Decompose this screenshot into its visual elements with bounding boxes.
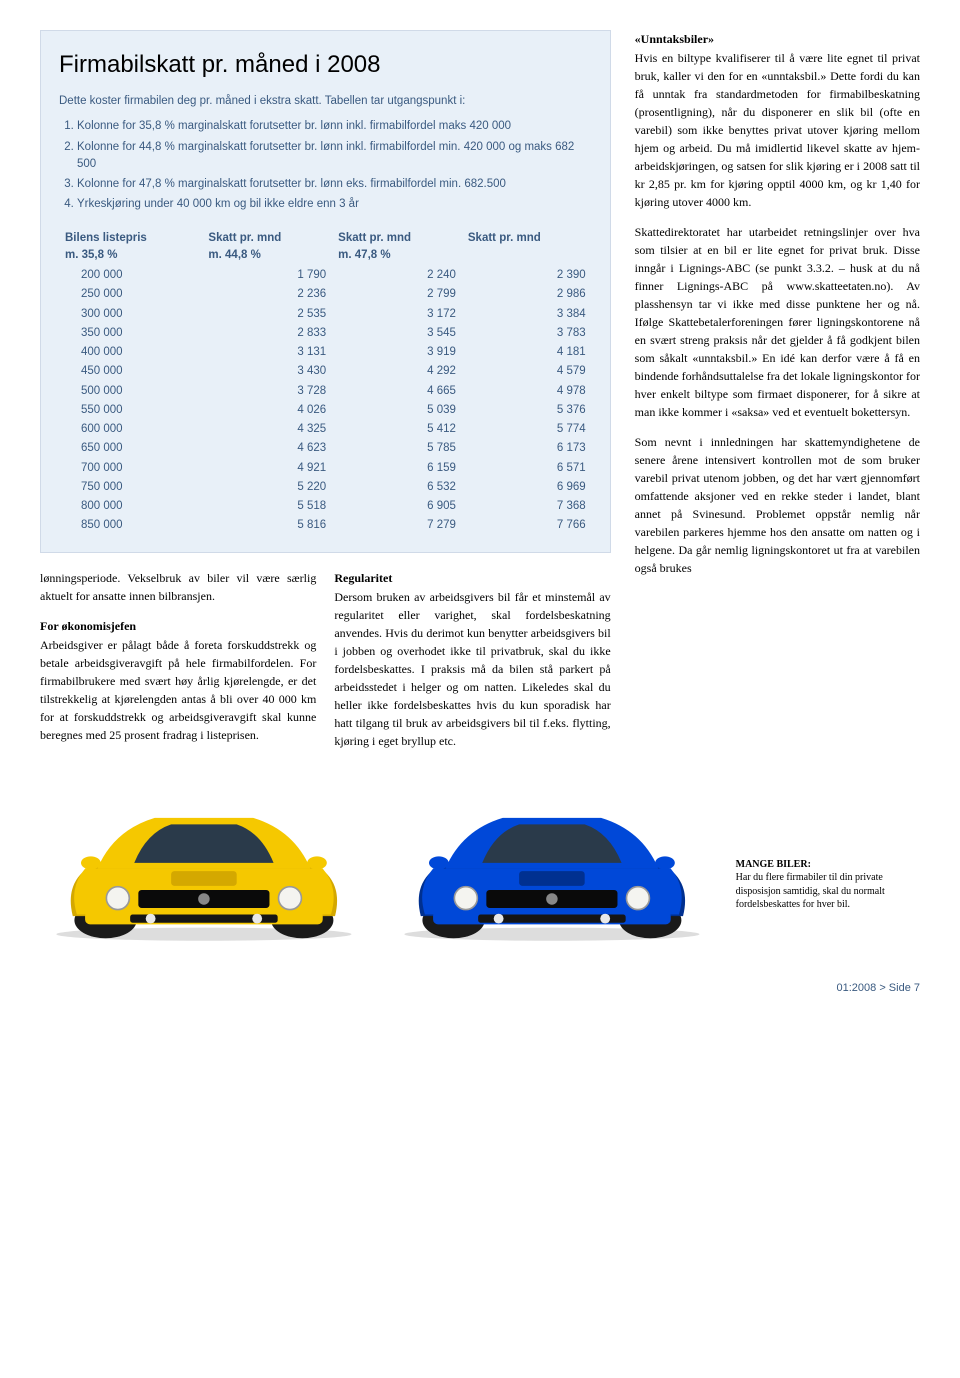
th-listepris: Bilens listeprism. 35,8 % [59,228,202,267]
infobox-title: Firmabilskatt pr. måned i 2008 [59,47,592,83]
table-row: 250 0002 2362 7992 986 [59,285,592,304]
table-row: 400 0003 1313 9194 181 [59,343,592,362]
rule-item: Kolonne for 47,8 % marginalskatt forutse… [77,176,592,193]
caption-title: MANGE BILER: [736,858,920,872]
table-row: 450 0003 4304 2924 579 [59,362,592,381]
table-row: 750 0005 2206 5326 969 [59,478,592,497]
body-p: Dersom bruken av arbeidsgivers bil får e… [334,588,610,750]
rule-item: Kolonne for 35,8 % marginalskatt forutse… [77,118,592,135]
rule-item: Kolonne for 44,8 % marginalskatt forutse… [77,139,592,174]
table-row: 600 0004 3255 4125 774 [59,420,592,439]
page-footer: 01:2008 > Side 7 [40,980,920,997]
right-p: Som nevnt i innledningen har skattemyndi… [635,433,920,577]
right-column: «Unntaksbiler» Hvis en biltype kvalifise… [635,30,920,762]
th-478: Skatt pr. mndm. 47,8 % [332,228,462,267]
car-yellow [40,782,368,952]
infobox-rules: Kolonne for 35,8 % marginalskatt forutse… [59,118,592,213]
table-row: 850 0005 8167 2797 766 [59,516,592,535]
table-row: 650 0004 6235 7856 173 [59,439,592,458]
table-row: 800 0005 5186 9057 368 [59,497,592,516]
th-448: Skatt pr. mndm. 44,8 % [202,228,332,267]
caption-text: Har du flere firmabiler til din private … [736,872,885,910]
info-box: Firmabilskatt pr. måned i 2008 Dette kos… [40,30,611,553]
infobox-intro: Dette koster firmabilen deg pr. måned i … [59,93,592,110]
table-row: 700 0004 9216 1596 571 [59,459,592,478]
tax-table: Bilens listeprism. 35,8 % Skatt pr. mndm… [59,228,592,536]
table-row: 300 0002 5353 1723 384 [59,305,592,324]
body-col-1: lønningsperiode. Vekselbruk av biler vil… [40,569,316,762]
right-p: Skattedirektoratet har utarbeidet retnin… [635,223,920,421]
th-last: Skatt pr. mnd [462,228,592,267]
right-heading: «Unntaksbiler» [635,30,920,48]
car-caption: MANGE BILER: Har du flere firmabiler til… [736,858,920,952]
body-heading: Regularitet [334,569,610,587]
rule-item: Yrkeskjøring under 40 000 km og bil ikke… [77,196,592,213]
table-row: 200 0001 7902 2402 390 [59,266,592,285]
car-blue [388,782,716,952]
table-row: 350 0002 8333 5453 783 [59,324,592,343]
table-row: 550 0004 0265 0395 376 [59,401,592,420]
right-p: Hvis en biltype kvalifiserer til å være … [635,49,920,211]
body-col-2: Regularitet Dersom bruken av arbeidsgive… [334,569,610,762]
body-p: lønningsperiode. Vekselbruk av biler vil… [40,569,316,605]
body-p: Arbeidsgiver er pålagt både å foreta for… [40,636,316,744]
car-row: MANGE BILER: Har du flere firmabiler til… [40,782,920,952]
table-row: 500 0003 7284 6654 978 [59,382,592,401]
body-heading: For økonomisjefen [40,617,316,635]
